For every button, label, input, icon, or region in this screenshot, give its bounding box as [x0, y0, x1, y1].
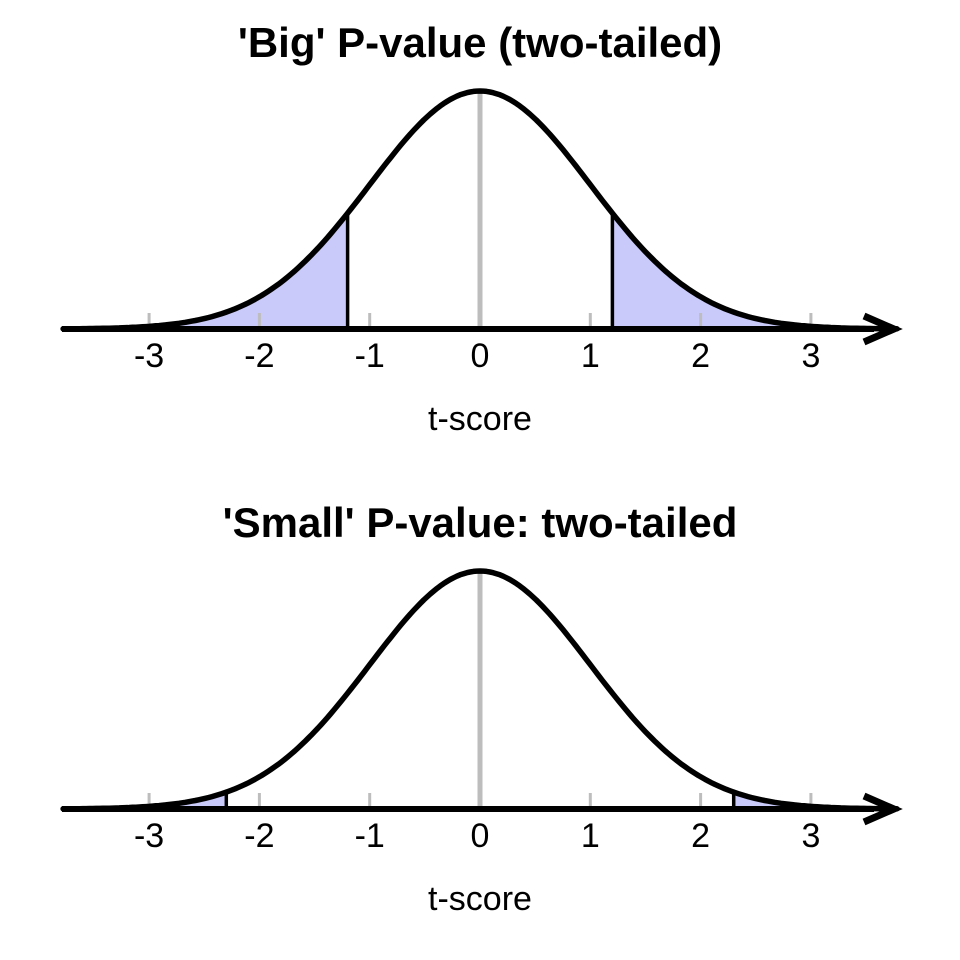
- tick-label: 2: [691, 337, 710, 375]
- density-curve: [60, 88, 900, 332]
- chart-title: 'Small' P-value: two-tailed: [223, 499, 738, 546]
- chart-small-p-value: 'Small' P-value: two-tailed -3 -2 -1 0 1 2 3 t…: [0, 480, 960, 960]
- tick-label: -1: [355, 337, 385, 375]
- density-curve: [60, 568, 900, 812]
- tick-label: 0: [471, 337, 490, 375]
- tick-label: -1: [355, 817, 385, 855]
- tick-label: -3: [134, 337, 164, 375]
- tick-label: 1: [581, 337, 600, 375]
- shaded-left-tail: [61, 212, 350, 331]
- chart-title: 'Big' P-value (two-tailed): [238, 19, 722, 66]
- tick-labels: -3 -2 -1 0 1 2 3: [134, 337, 820, 375]
- tick-label: 3: [801, 817, 820, 855]
- shaded-right-tail: [610, 212, 899, 331]
- x-axis-arrow-icon: [862, 312, 903, 346]
- tick-label: 0: [471, 817, 490, 855]
- x-axis-arrow-icon: [862, 792, 903, 826]
- tick-label: 3: [801, 337, 820, 375]
- chart-small-p-value-svg: 'Small' P-value: two-tailed -3 -2 -1 0 1 2 3 t…: [60, 499, 903, 918]
- x-axis-label: t-score: [428, 880, 532, 918]
- x-axis-label: t-score: [428, 400, 532, 438]
- tick-label: 1: [581, 817, 600, 855]
- chart-big-p-value-svg: 'Big' P-value (two-tailed) -3 -2 -1 0 1 2 3 t-…: [60, 19, 903, 438]
- tick-label: -2: [244, 817, 274, 855]
- tick-label: -2: [244, 337, 274, 375]
- tick-labels: -3 -2 -1 0 1 2 3: [134, 817, 820, 855]
- chart-big-p-value: 'Big' P-value (two-tailed) -3 -2 -1 0 1 2 3 t-…: [60, 19, 903, 438]
- tick-label: 2: [691, 817, 710, 855]
- tick-label: -3: [134, 817, 164, 855]
